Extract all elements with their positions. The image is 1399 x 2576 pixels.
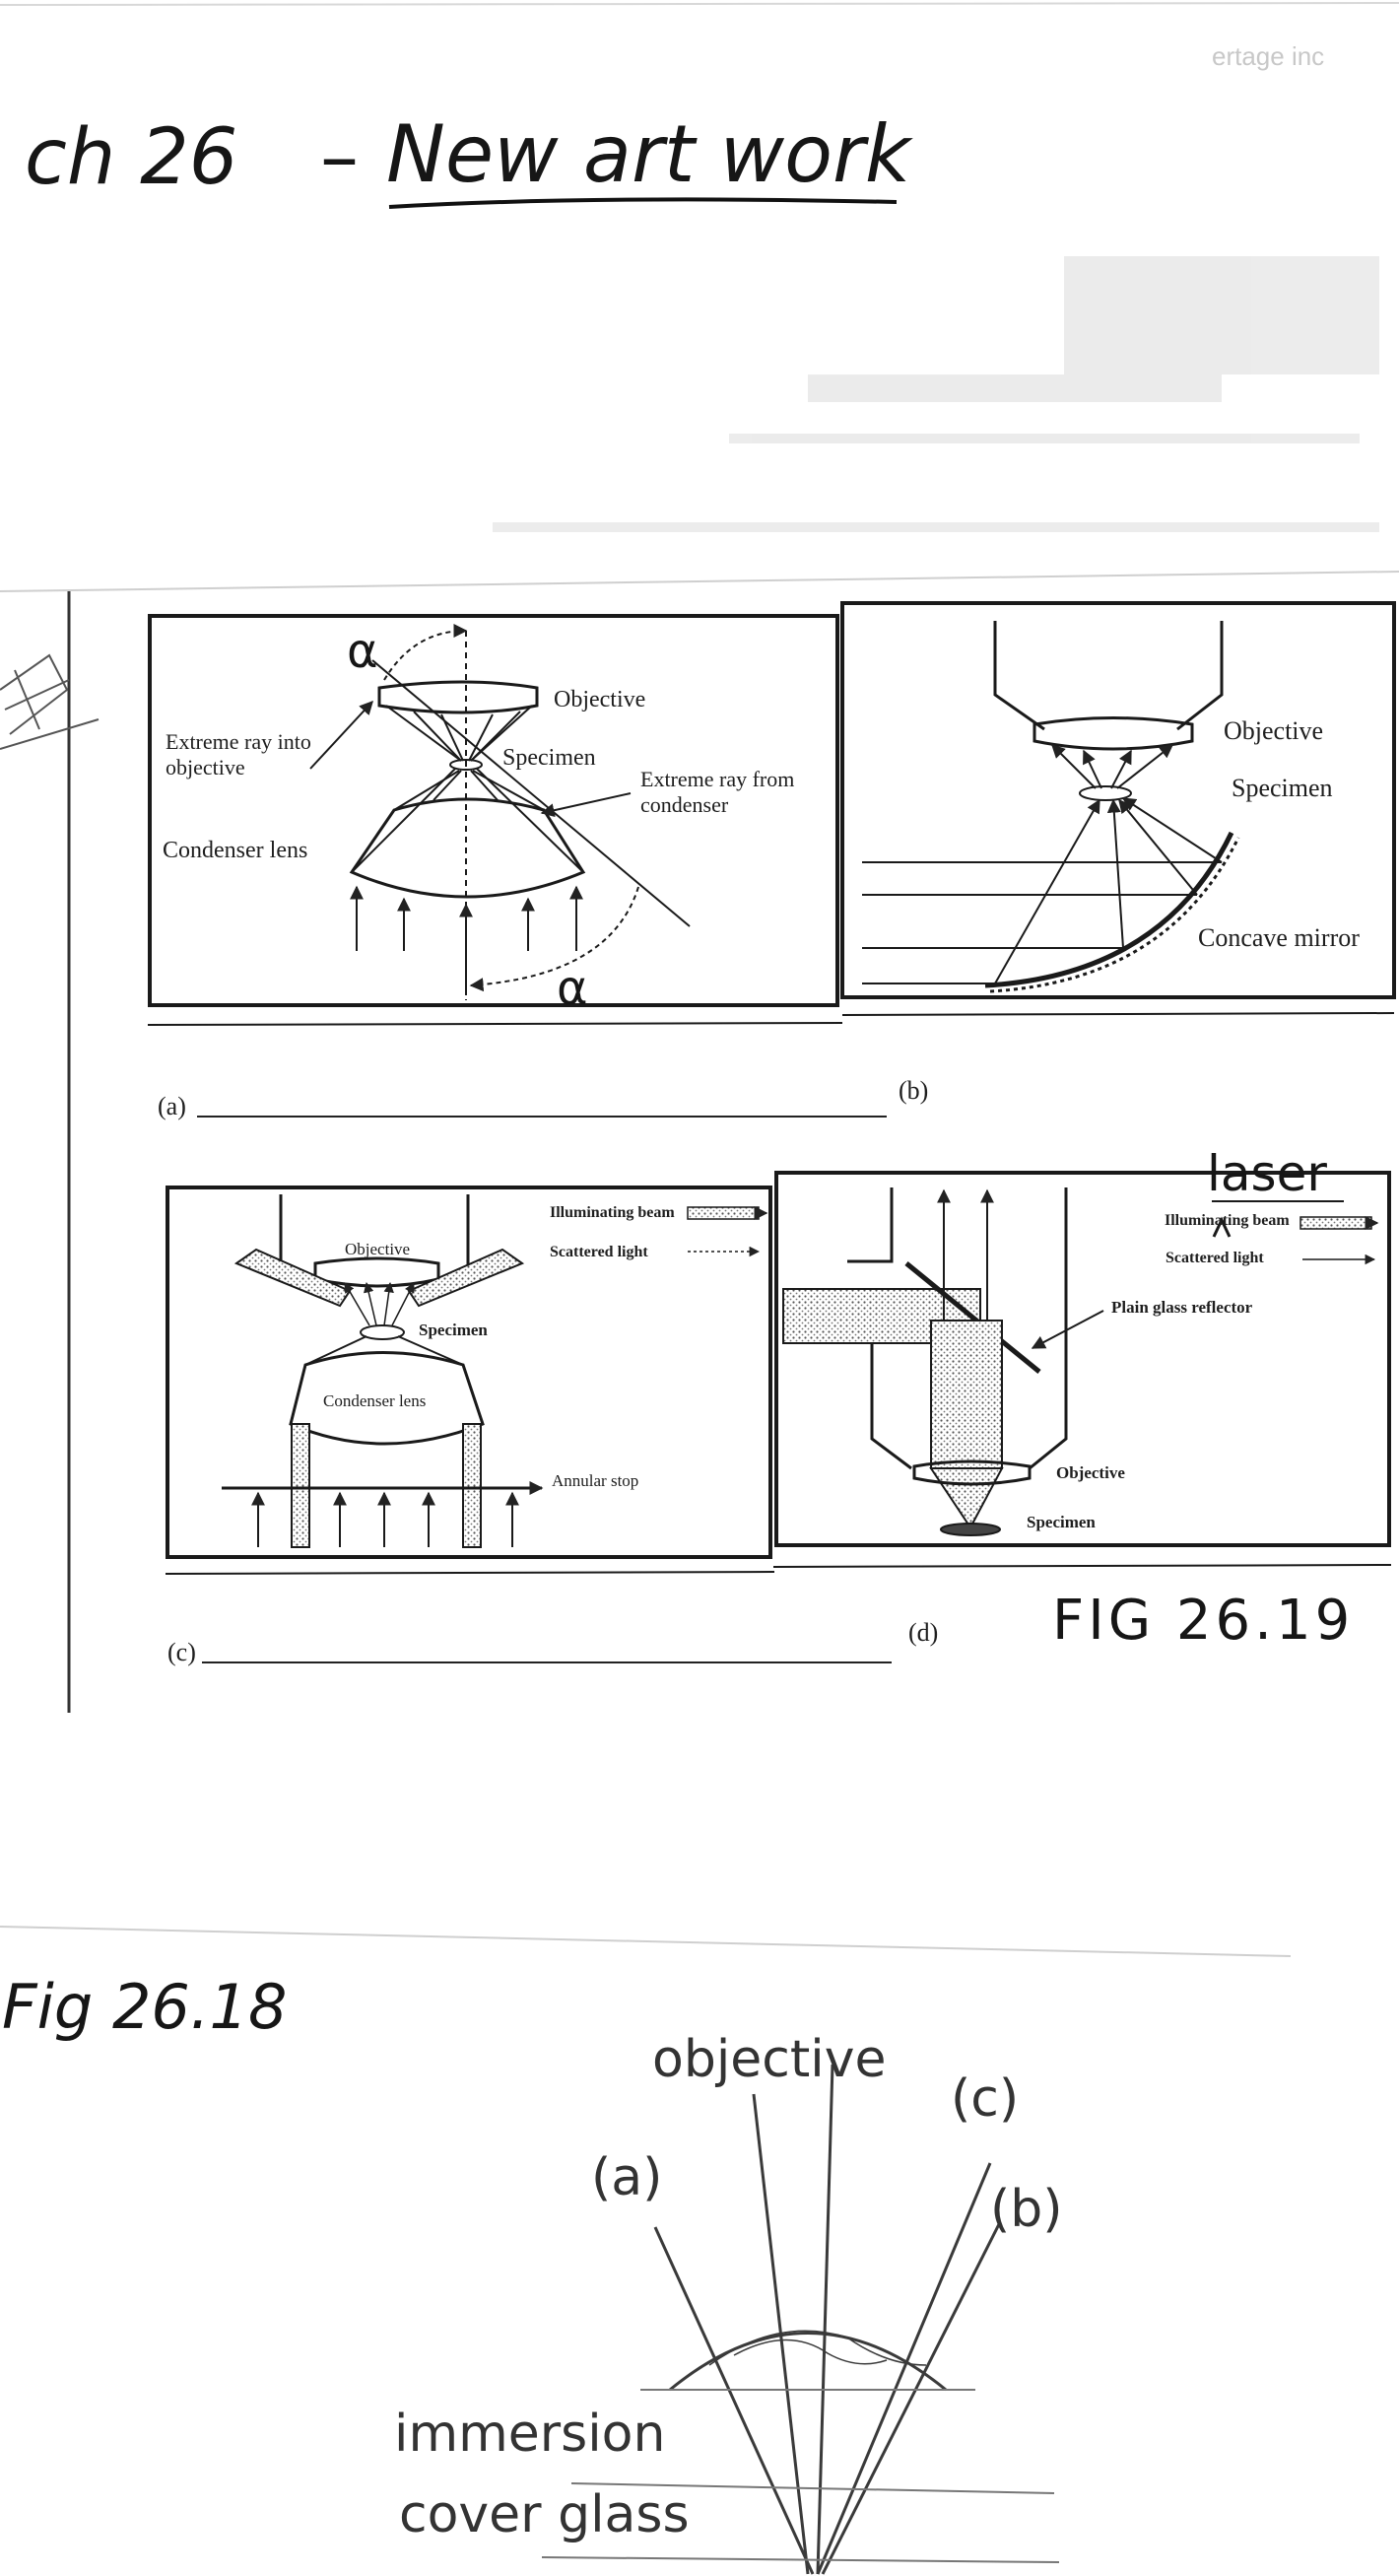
panel-a-specimen-label: Specimen: [502, 745, 596, 771]
panel-d-reflector-label: Plain glass reflector: [1111, 1298, 1253, 1317]
panel-a-extreme-ray-from-label: Extreme ray from condenser: [640, 767, 795, 817]
chapter-label: ch 26: [25, 113, 238, 202]
fig-26-18-sketch: [541, 2064, 1060, 2575]
panel-d-caption: (d): [908, 1618, 939, 1647]
panel-d-legend-beam: Illuminating beam: [1165, 1212, 1290, 1229]
panel-b-artwork: [840, 601, 1396, 1016]
figure-26-18-label: Fig 26.18: [2, 1971, 288, 2043]
caption-rule-cd: [202, 1661, 892, 1663]
bleed-through-text: ertage inc: [1212, 41, 1325, 71]
panel-a-artwork: [147, 614, 843, 1026]
panel-d-artwork: [772, 1171, 1392, 1568]
panel-a-extreme-ray-into-label: Extreme ray into objective: [166, 729, 311, 780]
sketch-immersion-label: immersion: [394, 2405, 666, 2464]
panel-c-objective-label: Objective: [345, 1240, 411, 1258]
panel-a-alpha-top: α: [347, 624, 378, 679]
panel-d-objective-label: Objective: [1056, 1463, 1125, 1482]
bleed-through-shapes: [493, 256, 1379, 532]
panel-b-mirror-label: Concave mirror: [1198, 923, 1360, 952]
sketch-cover-glass-label: cover glass: [399, 2485, 690, 2544]
panel-c-annular-stop-label: Annular stop: [552, 1471, 639, 1490]
panel-d-laser-note: laser: [1207, 1145, 1327, 1202]
panel-b-objective-label: Objective: [1224, 716, 1324, 745]
sketch-ray-a-label: (a): [591, 2148, 663, 2207]
panel-a-objective-label: Objective: [554, 687, 646, 712]
sketch-ray-c-label: (c): [951, 2069, 1020, 2129]
panel-c-condenser-label: Condenser lens: [323, 1391, 427, 1410]
panel-c-legend-scattered: Scattered light: [550, 1244, 648, 1260]
margin-scribble: [0, 653, 100, 750]
panel-a-condenser-label: Condenser lens: [163, 838, 308, 863]
title-underline: [388, 197, 898, 209]
figure-26-19-label: FIG 26.19: [1052, 1589, 1355, 1653]
panel-d-legend-scattered: Scattered light: [1166, 1250, 1264, 1266]
title-dash: –: [320, 113, 359, 202]
panel-a-caption: (a): [158, 1092, 186, 1120]
panel-b-caption: (b): [899, 1076, 929, 1105]
page-title: New art work: [386, 108, 911, 200]
panel-c-specimen-label: Specimen: [419, 1321, 488, 1339]
sketch-ray-b-label: (b): [990, 2180, 1063, 2239]
caption-rule-ab: [197, 1116, 887, 1118]
panel-b-specimen-label: Specimen: [1232, 774, 1333, 802]
panel-c-caption: (c): [167, 1638, 196, 1666]
panel-c-legend-beam: Illuminating beam: [550, 1204, 675, 1221]
panel-a-alpha-bottom: α: [557, 961, 588, 1016]
sketch-objective-label: objective: [652, 2030, 887, 2089]
panel-c-artwork: [165, 1186, 775, 1575]
panel-d-specimen-label: Specimen: [1027, 1513, 1096, 1531]
